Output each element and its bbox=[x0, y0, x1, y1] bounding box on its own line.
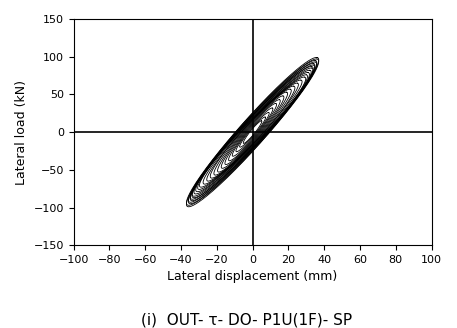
Text: (i)  OUT- τ- DO- P1U(1F)- SP: (i) OUT- τ- DO- P1U(1F)- SP bbox=[141, 313, 352, 328]
X-axis label: Lateral displacement (mm): Lateral displacement (mm) bbox=[167, 271, 338, 283]
Y-axis label: Lateral load (kN): Lateral load (kN) bbox=[15, 80, 28, 185]
